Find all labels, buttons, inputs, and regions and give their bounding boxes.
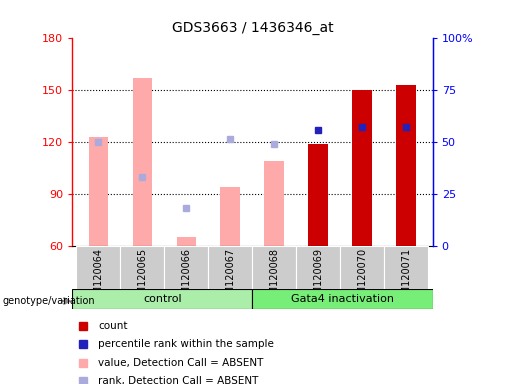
Text: GSM120066: GSM120066 xyxy=(181,248,192,307)
Bar xyxy=(89,137,108,246)
Text: Gata4 inactivation: Gata4 inactivation xyxy=(291,294,394,304)
Bar xyxy=(177,237,196,246)
Bar xyxy=(209,246,252,290)
Bar xyxy=(252,289,433,309)
Bar xyxy=(252,246,296,290)
Bar xyxy=(77,246,121,290)
Bar xyxy=(384,246,428,290)
Bar xyxy=(296,246,340,290)
Bar xyxy=(308,144,328,246)
Text: percentile rank within the sample: percentile rank within the sample xyxy=(98,339,274,349)
Text: GSM120067: GSM120067 xyxy=(226,248,235,307)
Text: control: control xyxy=(143,294,181,304)
Bar xyxy=(72,289,252,309)
Text: GSM120069: GSM120069 xyxy=(313,248,323,307)
Text: count: count xyxy=(98,321,128,331)
Text: GSM120064: GSM120064 xyxy=(94,248,104,307)
Bar xyxy=(264,161,284,246)
Bar xyxy=(164,246,209,290)
Text: GSM120070: GSM120070 xyxy=(357,248,367,307)
Bar xyxy=(220,187,241,246)
Text: value, Detection Call = ABSENT: value, Detection Call = ABSENT xyxy=(98,358,264,368)
Bar xyxy=(397,85,416,246)
Bar xyxy=(121,246,164,290)
Text: rank, Detection Call = ABSENT: rank, Detection Call = ABSENT xyxy=(98,376,259,384)
Text: genotype/variation: genotype/variation xyxy=(3,296,95,306)
Bar xyxy=(132,78,152,246)
Text: GSM120068: GSM120068 xyxy=(269,248,279,307)
Bar xyxy=(340,246,384,290)
Text: GSM120065: GSM120065 xyxy=(138,248,147,307)
Bar xyxy=(352,90,372,246)
Text: GSM120071: GSM120071 xyxy=(401,248,411,307)
Title: GDS3663 / 1436346_at: GDS3663 / 1436346_at xyxy=(171,21,333,35)
